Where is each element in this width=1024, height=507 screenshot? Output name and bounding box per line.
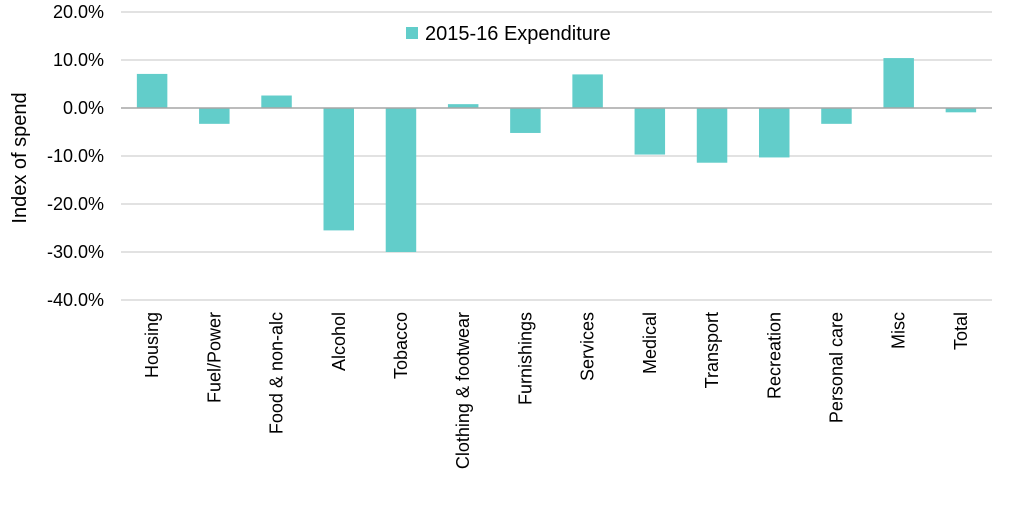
y-axis-ticks: -40.0% -30.0% -20.0% -10.0% 0.0% 10.0% 20.0% [47,2,104,310]
legend-label: 2015-16 Expenditure [425,23,611,45]
bar-total [945,108,977,113]
x-category-label: Clothing & footwear [453,312,473,469]
y-tick-label: 0.0% [63,98,104,118]
x-category-label: Tobacco [391,312,411,379]
x-category-label: Alcohol [329,312,349,371]
x-category-label: Recreation [764,312,784,399]
bar-clothing-footwear [447,104,479,108]
y-tick-label: 20.0% [53,2,104,22]
legend: 2015-16 Expenditure [406,23,611,45]
x-category-label: Personal care [826,312,846,423]
x-category-label: Furnishings [515,312,535,405]
gridlines [121,11,992,301]
y-tick-label: -20.0% [47,194,104,214]
bars [136,58,977,252]
bar-medical [634,108,666,155]
bar-furnishings [510,108,541,133]
y-tick-label: -10.0% [47,146,104,166]
x-category-label: Fuel/Power [204,312,224,403]
bar-services [572,74,603,108]
bar-fuel-power [199,108,230,124]
bar-food-non-alc [261,95,292,108]
bar-alcohol [323,108,354,231]
x-category-label: Total [951,312,971,350]
y-tick-label: 10.0% [53,50,104,70]
bar-personal-care [821,108,852,124]
x-category-label: Food & non-alc [267,312,287,434]
y-tick-label: -40.0% [47,290,104,310]
y-axis-title: Index of spend [9,92,31,223]
bar-tobacco [385,108,417,252]
x-category-label: Services [578,312,598,381]
x-category-label: Housing [142,312,162,378]
legend-swatch [406,27,418,39]
bar-misc [883,58,914,108]
x-category-label: Medical [640,312,660,374]
bar-housing [136,73,168,108]
y-tick-label: -30.0% [47,242,104,262]
bar-recreation [759,108,790,158]
x-category-label: Misc [889,312,909,349]
bar-transport [696,108,728,163]
x-axis-categories: Housing Fuel/Power Food & non-alc Alcohol To… [142,312,971,469]
x-category-label: Transport [702,312,722,388]
